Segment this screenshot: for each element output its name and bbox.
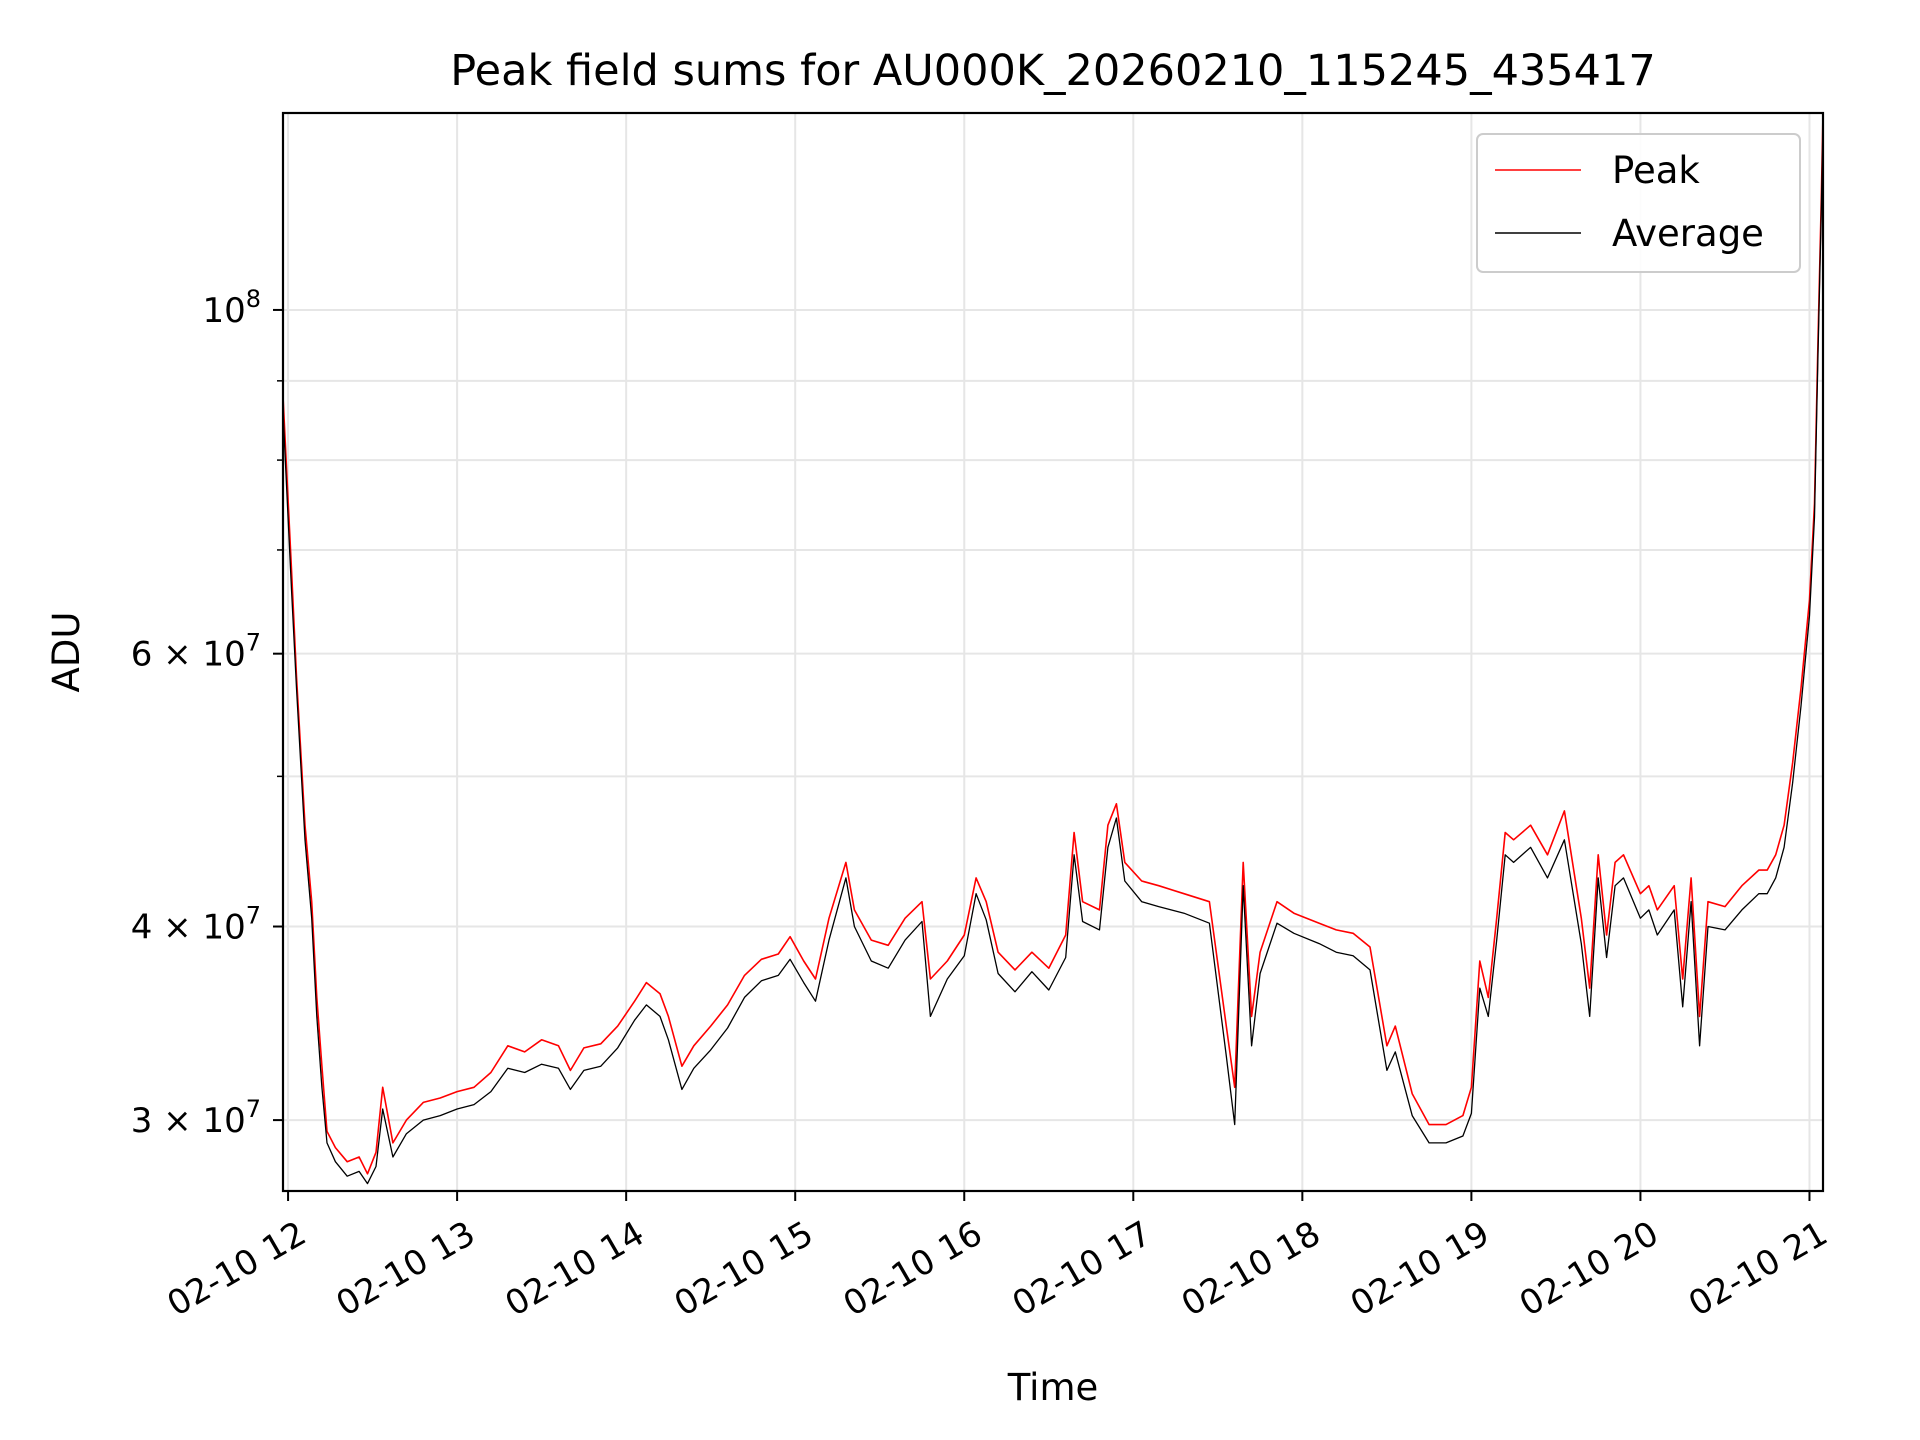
legend-label-peak: Peak — [1612, 149, 1700, 192]
y-axis: 3 × 107 4 × 107 6 × 107 108 — [131, 285, 283, 1141]
y-tick-label-1: 4 × 107 — [131, 902, 261, 948]
legend-label-average: Average — [1612, 212, 1764, 255]
legend-box — [1476, 133, 1801, 273]
y-axis-label: ADU — [45, 612, 88, 693]
chart-title: Peak field sums for AU000K_20260210_1152… — [450, 46, 1655, 96]
series-line-peak — [283, 113, 1823, 1175]
y-tick-label-2: 6 × 107 — [131, 629, 261, 675]
y-tick-label-3: 108 — [202, 285, 261, 331]
x-axis-label: Time — [1007, 1366, 1099, 1409]
legend: Peak Average — [1476, 133, 1801, 273]
plot-frame — [281, 111, 1825, 1193]
y-tick-label-0: 3 × 107 — [131, 1095, 261, 1141]
grid — [283, 113, 1823, 1191]
series-line-average — [283, 123, 1823, 1185]
plot-area — [283, 113, 1823, 1185]
